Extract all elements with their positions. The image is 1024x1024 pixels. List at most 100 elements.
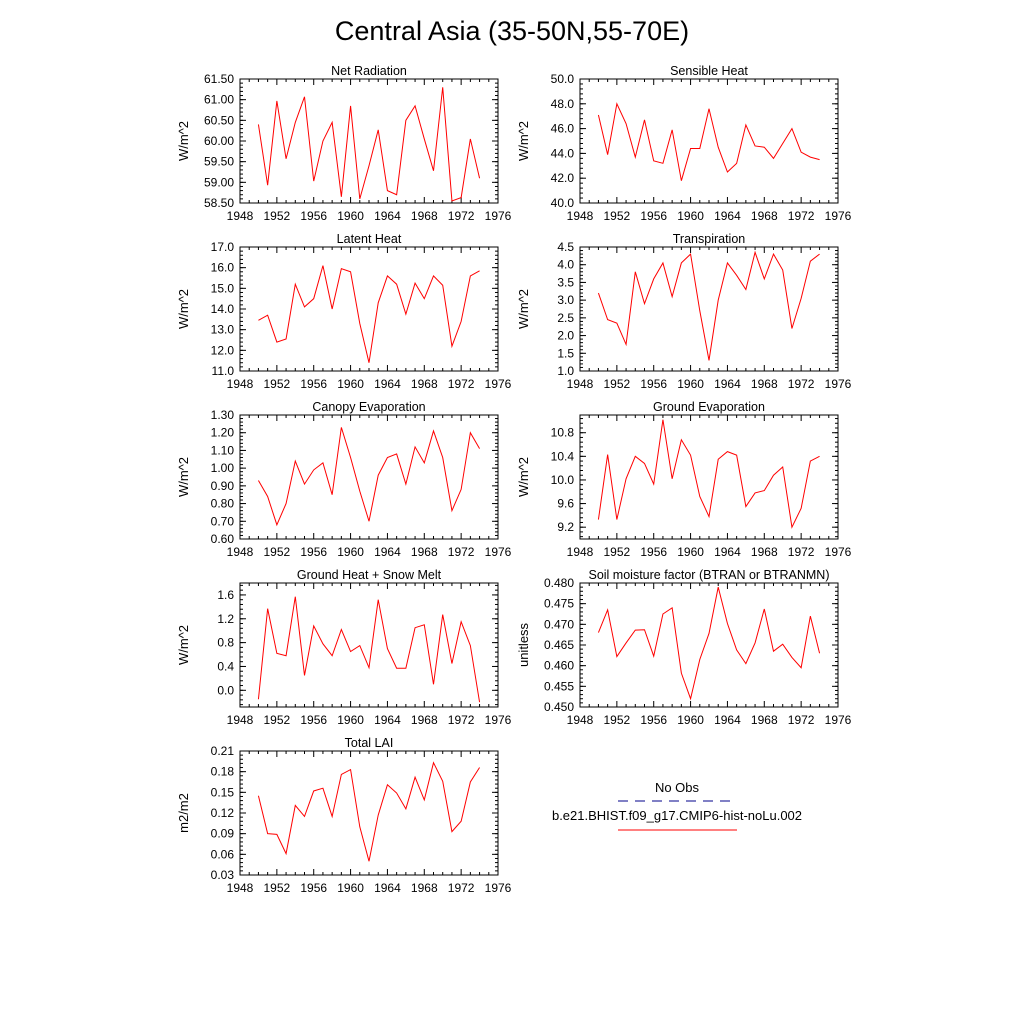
- chart-ground-heat-snow-melt-series-line: [257, 596, 481, 703]
- chart-ground-heat-snow-melt-ytick-label: 0.0: [217, 683, 234, 697]
- chart-transpiration-ylabel: W/m^2: [516, 289, 531, 329]
- chart-canopy-evaporation: Canopy Evaporation 1948 1952 1956 1960 1964 19…: [176, 400, 512, 559]
- chart-net-radiation-xtick-label: 1972: [448, 209, 475, 223]
- chart-transpiration-ytick-label: 4.0: [557, 258, 574, 272]
- chart-latent-heat-title: Latent Heat: [337, 232, 402, 246]
- chart-ground-heat-snow-melt: Ground Heat + Snow Melt 1948 1952 1956 1960 1…: [176, 568, 512, 727]
- chart-net-radiation-ytick-label: 59.50: [204, 155, 234, 169]
- chart-canopy-evaporation-xtick-label: 1964: [374, 545, 401, 559]
- chart-ground-evaporation-xtick-label: 1948: [567, 545, 594, 559]
- chart-ground-evaporation-ytick-label: 9.2: [557, 520, 574, 534]
- chart-total-lai-ylabel: m2/m2: [176, 793, 191, 833]
- chart-sensible-heat-title: Sensible Heat: [670, 64, 748, 78]
- chart-ground-heat-snow-melt-xtick-label: 1956: [300, 713, 327, 727]
- chart-total-lai-xtick-label: 1964: [374, 881, 401, 895]
- chart-sensible-heat-series-line: [597, 102, 820, 181]
- chart-net-radiation-frame: [239, 78, 499, 204]
- chart-net-radiation-ytick-label: 60.50: [204, 113, 234, 127]
- chart-total-lai-xtick-label: 1968: [411, 881, 438, 895]
- chart-ground-evaporation-title: Ground Evaporation: [653, 400, 765, 414]
- chart-sensible-heat-xtick-label: 1960: [677, 209, 704, 223]
- chart-ground-evaporation-ylabel: W/m^2: [516, 457, 531, 497]
- chart-soil-moisture-factor-btran-or-btranmn-xtick-label: 1976: [825, 713, 852, 727]
- chart-sensible-heat-frame: [579, 78, 839, 204]
- chart-ground-evaporation-ytick-label: 10.4: [551, 449, 575, 463]
- chart-soil-moisture-factor-btran-or-btranmn-xtick-label: 1972: [788, 713, 815, 727]
- chart-total-lai-series-line: [257, 761, 480, 862]
- chart-soil-moisture-factor-btran-or-btranmn-ytick-label: 0.460: [544, 659, 574, 673]
- chart-soil-moisture-factor-btran-or-btranmn-xtick-label: 1956: [640, 713, 667, 727]
- chart-total-lai-xtick-label: 1948: [227, 881, 254, 895]
- chart-ground-evaporation-frame: [579, 414, 839, 540]
- chart-net-radiation-xtick-label: 1976: [485, 209, 512, 223]
- chart-ground-heat-snow-melt-xtick-label: 1948: [227, 713, 254, 727]
- chart-transpiration-xtick-label: 1972: [788, 377, 815, 391]
- chart-total-lai-xtick-label: 1960: [337, 881, 364, 895]
- chart-canopy-evaporation-ytick-label: 0.80: [211, 497, 235, 511]
- chart-ground-heat-snow-melt-xtick-label: 1952: [264, 713, 291, 727]
- chart-latent-heat-xtick-label: 1948: [227, 377, 254, 391]
- chart-net-radiation-xtick-label: 1952: [264, 209, 291, 223]
- chart-latent-heat-ytick-label: 13.0: [211, 323, 235, 337]
- chart-ground-heat-snow-melt-ytick-label: 0.4: [217, 659, 234, 673]
- chart-ground-heat-snow-melt-ylabel: W/m^2: [176, 625, 191, 665]
- chart-sensible-heat-ytick-label: 48.0: [551, 97, 575, 111]
- chart-total-lai-xtick-label: 1972: [448, 881, 475, 895]
- chart-total-lai-ytick-label: 0.12: [211, 806, 235, 820]
- chart-canopy-evaporation-ytick-label: 1.20: [211, 426, 235, 440]
- chart-latent-heat-ytick-label: 14.0: [211, 302, 235, 316]
- chart-total-lai-title: Total LAI: [345, 736, 394, 750]
- chart-soil-moisture-factor-btran-or-btranmn-xtick-label: 1968: [751, 713, 778, 727]
- legend-label-model: b.e21.BHIST.f09_g17.CMIP6-hist-noLu.002: [552, 808, 802, 823]
- chart-ground-heat-snow-melt-ytick-label: 1.6: [217, 588, 234, 602]
- chart-soil-moisture-factor-btran-or-btranmn: Soil moisture factor (BTRAN or BTRANMN) 1…: [516, 568, 852, 727]
- chart-canopy-evaporation-xtick-label: 1948: [227, 545, 254, 559]
- chart-net-radiation-xtick-label: 1968: [411, 209, 438, 223]
- chart-transpiration-xtick-label: 1968: [751, 377, 778, 391]
- chart-transpiration-xtick-label: 1952: [604, 377, 631, 391]
- chart-transpiration-ytick-label: 1.5: [557, 346, 574, 360]
- chart-sensible-heat-ytick-label: 44.0: [551, 146, 575, 160]
- chart-transpiration-title: Transpiration: [673, 232, 746, 246]
- chart-ground-heat-snow-melt-xtick-label: 1976: [485, 713, 512, 727]
- chart-ground-evaporation-xtick-label: 1964: [714, 545, 741, 559]
- chart-soil-moisture-factor-btran-or-btranmn-series-line: [597, 587, 821, 701]
- chart-net-radiation-series-line: [257, 87, 481, 202]
- chart-ground-evaporation-xtick-label: 1960: [677, 545, 704, 559]
- chart-ground-evaporation-xtick-label: 1968: [751, 545, 778, 559]
- chart-ground-heat-snow-melt-xtick-label: 1960: [337, 713, 364, 727]
- chart-canopy-evaporation-ytick-label: 1.30: [211, 408, 235, 422]
- chart-transpiration-ytick-label: 3.5: [557, 275, 574, 289]
- chart-net-radiation-ytick-label: 61.50: [204, 72, 234, 86]
- chart-ground-heat-snow-melt-ytick-label: 0.8: [217, 636, 234, 650]
- chart-ground-heat-snow-melt-frame: [239, 582, 499, 708]
- chart-canopy-evaporation-xtick-label: 1956: [300, 545, 327, 559]
- chart-total-lai-ytick-label: 0.03: [211, 868, 235, 882]
- chart-net-radiation-xtick-label: 1964: [374, 209, 401, 223]
- chart-ground-heat-snow-melt-xtick-label: 1968: [411, 713, 438, 727]
- chart-total-lai-frame: [239, 750, 499, 876]
- chart-latent-heat-xtick-label: 1960: [337, 377, 364, 391]
- chart-transpiration-xtick-label: 1976: [825, 377, 852, 391]
- chart-ground-evaporation-ytick-label: 9.6: [557, 497, 574, 511]
- chart-soil-moisture-factor-btran-or-btranmn-ytick-label: 0.470: [544, 617, 574, 631]
- chart-transpiration-xtick-label: 1964: [714, 377, 741, 391]
- chart-transpiration: Transpiration 1948 1952 1956 1960 1964 1968 197…: [516, 232, 852, 391]
- chart-sensible-heat-xtick-label: 1948: [567, 209, 594, 223]
- chart-ground-heat-snow-melt-title: Ground Heat + Snow Melt: [297, 568, 442, 582]
- chart-total-lai-xtick-label: 1976: [485, 881, 512, 895]
- chart-soil-moisture-factor-btran-or-btranmn-ytick-label: 0.475: [544, 597, 574, 611]
- chart-canopy-evaporation-title: Canopy Evaporation: [312, 400, 425, 414]
- chart-total-lai-ytick-label: 0.15: [211, 785, 235, 799]
- chart-sensible-heat: Sensible Heat 1948 1952 1956 1960 1964 1968 197…: [516, 64, 852, 223]
- chart-ground-heat-snow-melt-ytick-label: 1.2: [217, 612, 234, 626]
- chart-soil-moisture-factor-btran-or-btranmn-xtick-label: 1948: [567, 713, 594, 727]
- chart-net-radiation-xtick-label: 1956: [300, 209, 327, 223]
- chart-ground-evaporation-xtick-label: 1972: [788, 545, 815, 559]
- chart-latent-heat-xtick-label: 1976: [485, 377, 512, 391]
- chart-latent-heat-xtick-label: 1952: [264, 377, 291, 391]
- chart-total-lai: Total LAI 1948 1952 1956 1960 1964 1968 1972 197…: [176, 736, 512, 895]
- chart-canopy-evaporation-series-line: [257, 427, 481, 527]
- chart-latent-heat-xtick-label: 1972: [448, 377, 475, 391]
